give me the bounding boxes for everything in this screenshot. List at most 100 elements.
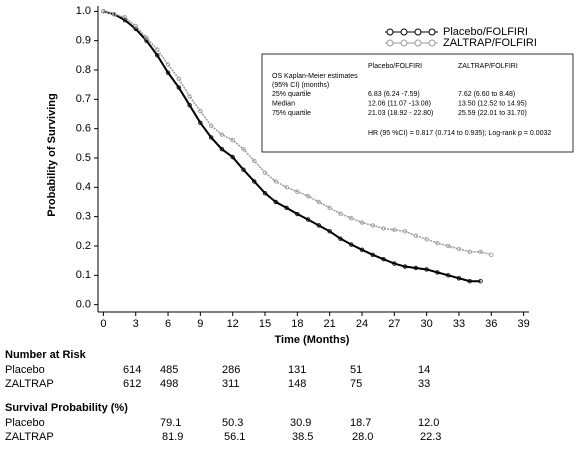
x-tick-label: 30 xyxy=(421,318,433,330)
table-cell: 51 xyxy=(350,364,362,376)
marker xyxy=(327,205,332,211)
marker xyxy=(456,246,462,252)
marker xyxy=(176,76,182,81)
x-tick-label: 15 xyxy=(259,318,271,330)
x-tick-label: 9 xyxy=(197,318,203,330)
marker xyxy=(155,47,160,52)
table-cell: 148 xyxy=(288,378,306,390)
marker xyxy=(445,273,451,278)
inset-cell: 12.06 (11.07 -13.08) xyxy=(368,100,431,107)
x-tick-label: 6 xyxy=(165,318,171,330)
y-tick-label: 0.0 xyxy=(76,299,91,311)
x-tick-label: 33 xyxy=(453,318,465,330)
inset-column: Placebo/FOLFIRI xyxy=(368,63,422,70)
table-cell: 131 xyxy=(288,364,306,376)
table-cell: 311 xyxy=(222,378,240,390)
marker xyxy=(144,35,149,40)
inset-cell: 25% quartile xyxy=(272,91,311,98)
row-label: ZALTRAP xyxy=(5,431,54,443)
inset-cell: 7.62 (6.60 to 8.48) xyxy=(458,91,515,98)
inset-cell: 13.50 (12.52 to 14.95) xyxy=(458,100,527,107)
table-cell: 50.3 xyxy=(222,417,243,429)
marker xyxy=(284,185,289,190)
table-cell: 485 xyxy=(160,364,178,376)
marker xyxy=(338,211,343,216)
table-cell: 14 xyxy=(418,364,430,376)
marker xyxy=(456,276,462,281)
legend-label: Placebo/FOLFIRI xyxy=(443,26,528,38)
table-cell: 75 xyxy=(350,378,362,390)
legend-label: ZALTRAP/FOLFIRI xyxy=(443,37,537,49)
legend-marker xyxy=(400,28,408,36)
marker xyxy=(165,62,171,67)
table-cell: 28.0 xyxy=(352,431,373,443)
marker xyxy=(305,217,311,222)
marker xyxy=(295,211,300,217)
marker xyxy=(327,229,332,234)
table-cell: 79.1 xyxy=(160,417,181,429)
y-tick-label: 0.6 xyxy=(76,123,91,135)
table-cell: 498 xyxy=(160,378,178,390)
inset-heading: OS Kaplan-Meier estimates xyxy=(272,73,358,80)
marker xyxy=(338,236,343,241)
marker xyxy=(241,146,246,152)
marker xyxy=(370,223,375,228)
table-cell: 56.1 xyxy=(224,431,245,443)
marker xyxy=(273,179,278,184)
marker xyxy=(392,261,397,266)
x-tick-label: 24 xyxy=(356,318,368,330)
marker xyxy=(165,70,171,75)
y-tick-label: 0.5 xyxy=(76,152,91,164)
table-title: Survival Probability (%) xyxy=(5,402,128,414)
marker xyxy=(435,240,440,246)
table-cell: 81.9 xyxy=(162,431,183,443)
table-title: Number at Risk xyxy=(5,349,87,361)
marker xyxy=(435,270,440,275)
x-tick-label: 3 xyxy=(133,318,139,330)
marker xyxy=(262,170,268,175)
table-cell: 22.3 xyxy=(420,431,441,443)
survival-line xyxy=(103,10,492,256)
marker xyxy=(316,223,322,228)
x-tick-label: 36 xyxy=(485,318,497,330)
marker xyxy=(349,242,354,247)
marker xyxy=(252,179,257,184)
marker xyxy=(208,135,214,140)
legend-marker xyxy=(428,39,436,47)
row-label: Placebo xyxy=(5,364,45,376)
marker xyxy=(370,252,375,257)
marker xyxy=(402,264,408,269)
table-cell: 38.5 xyxy=(292,431,313,443)
marker xyxy=(349,215,354,221)
table-cell: 614 xyxy=(123,364,141,376)
inset-column: ZALTRAP/FOLFIRI xyxy=(458,63,518,70)
marker xyxy=(381,226,386,231)
table-cell: 33 xyxy=(418,378,430,390)
marker xyxy=(413,233,419,238)
marker xyxy=(413,265,419,271)
marker xyxy=(111,12,117,17)
marker xyxy=(230,137,235,143)
inset-cell: Median xyxy=(272,100,295,107)
marker xyxy=(155,53,160,58)
marker xyxy=(284,205,289,211)
table-cell: 286 xyxy=(222,364,240,376)
legend-marker xyxy=(400,39,408,47)
inset-heading: (95% CI) (months) xyxy=(272,82,329,89)
marker xyxy=(305,193,311,199)
row-label: ZALTRAP xyxy=(5,378,54,390)
marker xyxy=(445,243,451,249)
marker xyxy=(489,252,494,257)
marker xyxy=(402,229,408,234)
legend-marker xyxy=(428,28,436,36)
y-tick-label: 0.1 xyxy=(76,269,91,281)
marker xyxy=(176,85,182,90)
y-tick-label: 0.9 xyxy=(76,35,91,47)
table-cell: 12.0 xyxy=(418,417,439,429)
inset-box xyxy=(261,53,574,153)
y-tick-label: 0.7 xyxy=(76,93,91,105)
legend-marker xyxy=(386,28,394,36)
marker xyxy=(392,227,397,233)
